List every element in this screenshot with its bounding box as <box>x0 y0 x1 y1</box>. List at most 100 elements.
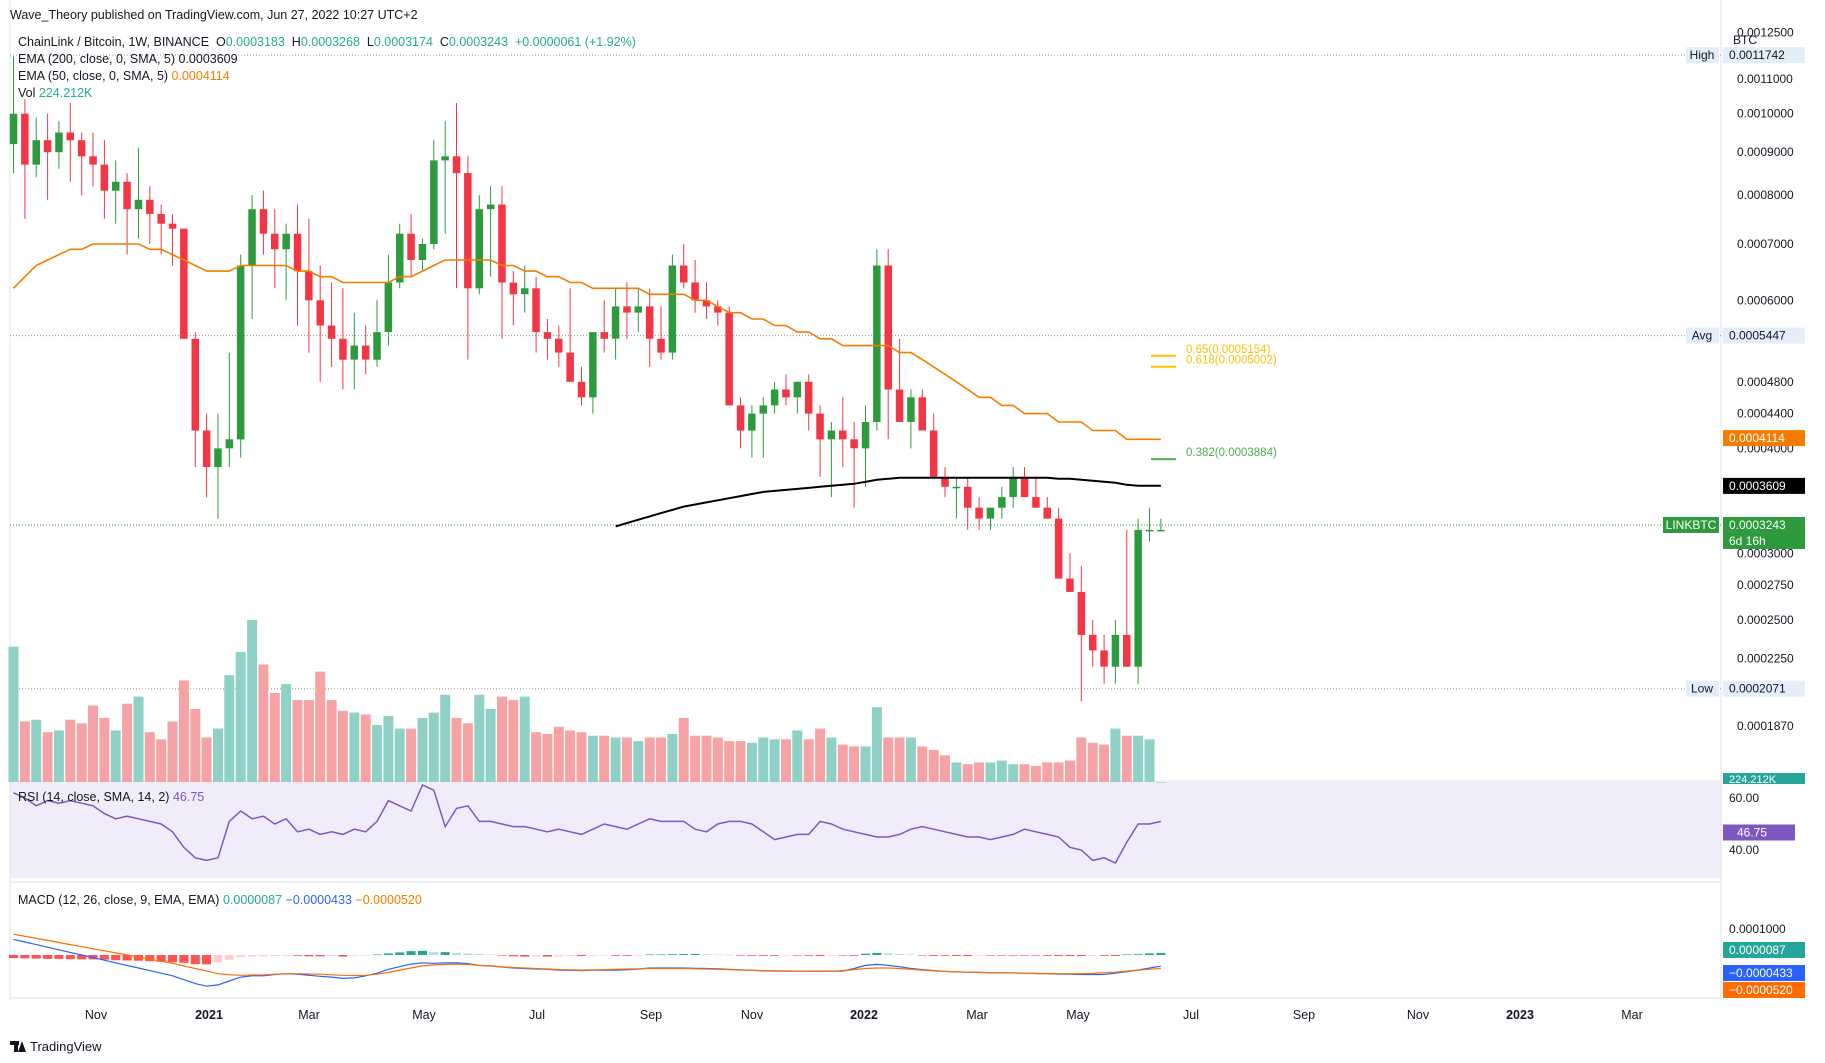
candle-body <box>9 113 18 145</box>
symbol-title[interactable]: ChainLink / Bitcoin, 1W, BINANCE <box>18 35 210 49</box>
candle-body <box>736 405 745 431</box>
price-tick: 0.0008000 <box>1737 188 1794 202</box>
candle-body <box>316 300 324 326</box>
macd-hist-bar <box>736 955 745 956</box>
level-value-bg <box>1723 680 1805 697</box>
candles[interactable] <box>9 56 1165 702</box>
macd-hist-bar <box>804 955 814 956</box>
price-tags: 0.0004114 0.0003609 LINKBTC 0.0003243 6d 16h… <box>1663 430 1805 998</box>
candle-body <box>123 181 131 210</box>
volume-bar <box>417 717 428 782</box>
volume-bar <box>156 739 167 782</box>
macd-hist-bar <box>531 955 541 957</box>
volume-bar <box>201 737 212 782</box>
macd-hist-bar <box>31 955 41 959</box>
candle-body <box>21 113 29 165</box>
candle-body <box>1089 634 1097 651</box>
legend-volume[interactable]: Vol 224.212K <box>18 86 92 100</box>
candle-body <box>964 486 972 508</box>
macd-hist-bar <box>679 954 689 955</box>
volume-bar <box>19 721 30 782</box>
volume-bar <box>917 746 928 782</box>
level-label: High <box>1690 48 1715 62</box>
macd-hist-bar <box>383 953 393 955</box>
time-tick: Mar <box>966 1008 988 1022</box>
macd-hist-bar <box>497 955 507 956</box>
price-tick: 0.0010000 <box>1737 107 1794 121</box>
volume-bar <box>394 728 405 782</box>
volume-bar <box>621 737 632 782</box>
macd-hist-bar <box>65 955 75 960</box>
macd-hist-bar <box>1008 955 1018 956</box>
legend-macd[interactable]: MACD (12, 26, close, 9, EMA, EMA) 0.0000… <box>18 893 422 907</box>
ema200-tag <box>1723 477 1805 494</box>
macd-hist-bar <box>758 955 768 956</box>
candle-body <box>89 156 97 165</box>
volume-bar <box>542 733 553 782</box>
volume-bar <box>576 732 587 782</box>
tradingview-logo-icon <box>10 1041 26 1052</box>
volume-bar <box>758 737 769 782</box>
price-tick: 0.0009000 <box>1737 145 1794 159</box>
level-value-bg <box>1723 47 1805 64</box>
legend-ema200[interactable]: EMA (200, close, 0, SMA, 5) 0.0003609 <box>18 52 238 66</box>
volume-bar <box>565 730 576 782</box>
legend-rsi[interactable]: RSI (14, close, SMA, 14, 2) 46.75 <box>18 790 204 804</box>
macd-hist-bar <box>508 955 518 957</box>
volume-bar <box>8 646 19 782</box>
change-value: +0.0000061 (+1.92%) <box>514 35 636 49</box>
volume-bar <box>974 762 985 782</box>
candle-body <box>543 332 552 339</box>
volume-bar <box>519 696 530 782</box>
macd-hist-bar <box>440 952 450 955</box>
macd-hist-bar <box>986 955 995 956</box>
candle-body <box>657 338 665 353</box>
macd-hist-bar <box>1031 955 1041 956</box>
macd-hist-bar <box>122 955 132 961</box>
volume-bar <box>133 696 144 782</box>
candle-body <box>361 345 370 360</box>
macd-hist-bar <box>111 955 121 961</box>
candle-body <box>611 306 620 339</box>
candle-body <box>430 160 438 244</box>
volume-bar <box>883 737 894 782</box>
rsi-tag <box>1723 824 1795 841</box>
time-tick: May <box>412 1008 436 1022</box>
macd-hist-bar <box>951 955 961 956</box>
candle-body <box>941 476 949 487</box>
fib-label: 0.618(0.0005002) <box>1186 355 1277 367</box>
macd-tag <box>1723 942 1805 958</box>
macd-hist-bar <box>656 954 666 956</box>
rsi-polyline <box>13 783 1162 864</box>
h-label: H <box>291 35 301 49</box>
candle-body <box>691 282 699 301</box>
tradingview-brand[interactable]: TradingView <box>10 1039 102 1054</box>
volume-bar <box>315 671 326 782</box>
macd-hist-bar <box>577 955 586 956</box>
volume-bar <box>553 726 564 782</box>
time-axis[interactable]: Nov 2021 Mar May Jul Sep Nov 2022 Mar May Jul Sep No… <box>85 1008 1643 1022</box>
candle-body <box>714 306 722 313</box>
macd-hist-bar <box>236 955 246 958</box>
volume-bar <box>474 694 485 782</box>
time-tick: 2022 <box>850 1008 878 1022</box>
macd-hist-bar <box>1020 955 1029 956</box>
volume-bar <box>53 730 64 782</box>
rsi-label: RSI (14, close, SMA, 14, 2) <box>18 790 170 804</box>
volume-bar <box>235 652 246 782</box>
volume-bar <box>644 737 655 782</box>
candle-body <box>680 265 688 283</box>
candle-body <box>350 345 358 360</box>
macd-hist-bar <box>327 955 337 956</box>
legend-ema50[interactable]: EMA (50, close, 0, SMA, 5) 0.0004114 <box>18 69 230 83</box>
macd-hist-bar <box>883 953 893 955</box>
candle-body <box>43 140 52 153</box>
volume-bar <box>1110 728 1121 782</box>
volume-bar <box>905 737 916 782</box>
macd-hist-bar <box>304 955 314 957</box>
volume-bar <box>122 703 133 782</box>
candle-body <box>384 282 393 333</box>
macd-pane: 0.0001000 <box>9 922 1786 987</box>
